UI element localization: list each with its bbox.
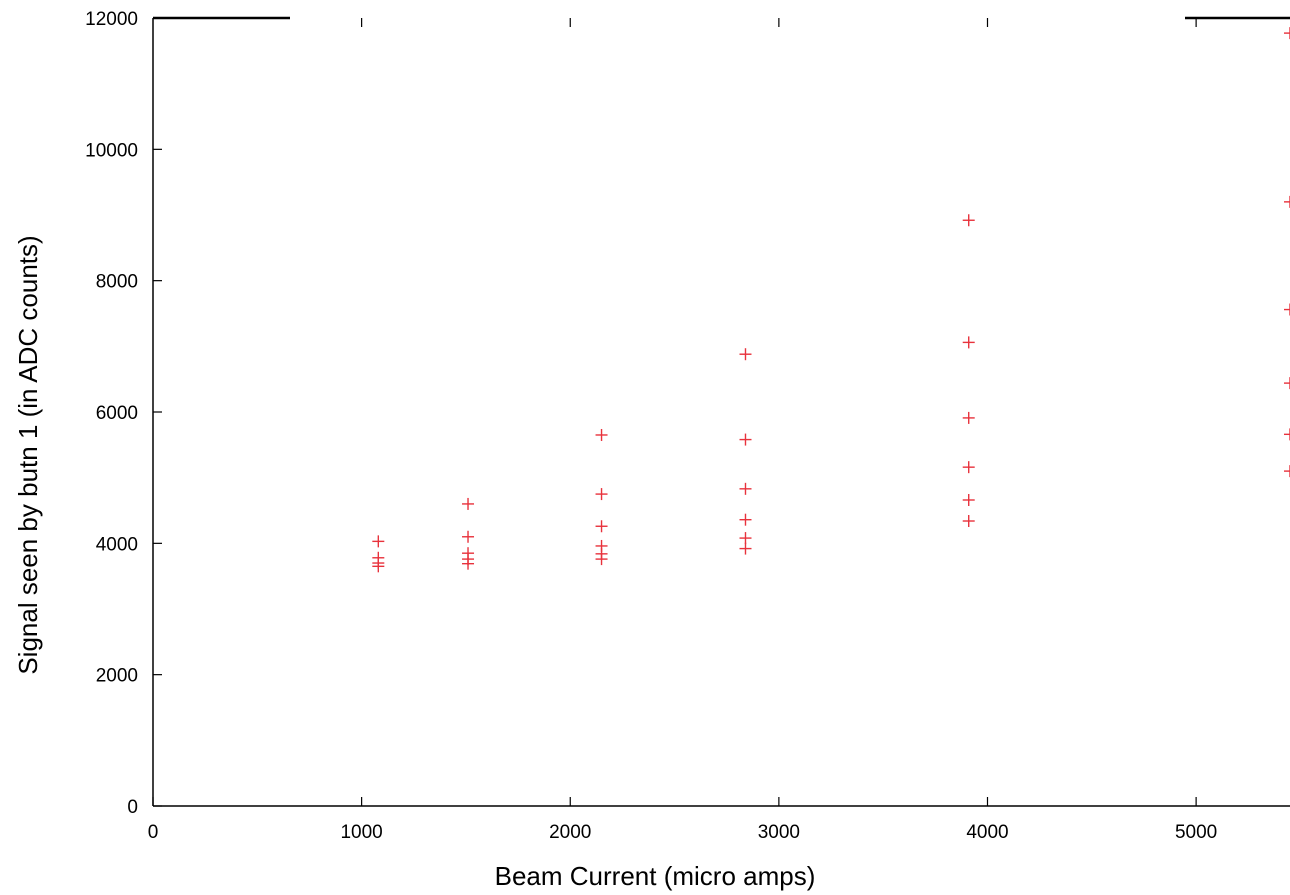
y-axis-label: Signal seen by butn 1 (in ADC counts) [13, 235, 43, 674]
y-tick-label: 10000 [85, 140, 138, 161]
data-point [595, 520, 608, 533]
data-point [462, 530, 475, 543]
data-point [962, 515, 975, 528]
data-point [1284, 303, 1290, 316]
data-points [372, 27, 1290, 573]
data-point [962, 411, 975, 424]
data-point [962, 493, 975, 506]
data-point [595, 488, 608, 501]
data-point [739, 532, 752, 545]
data-point [595, 428, 608, 441]
x-tick-label: 3000 [758, 822, 800, 843]
data-point [962, 336, 975, 349]
y-tick-label: 0 [127, 797, 138, 818]
data-point [739, 542, 752, 555]
data-point [962, 461, 975, 474]
x-tick-label: 2000 [549, 822, 591, 843]
data-point [739, 513, 752, 526]
y-tick-label: 6000 [96, 403, 138, 424]
data-point [1284, 428, 1290, 441]
x-tick-label: 1000 [340, 822, 382, 843]
data-point [739, 482, 752, 495]
data-point [1284, 195, 1290, 208]
x-tick-label: 5000 [1175, 822, 1217, 843]
data-point [595, 553, 608, 566]
data-point [739, 433, 752, 446]
data-point [1284, 465, 1290, 478]
plot-frame [152, 16, 1290, 807]
data-point [739, 348, 752, 361]
x-axis-label: Beam Current (micro amps) [495, 861, 816, 891]
data-point [1284, 27, 1290, 40]
y-tick-label: 4000 [96, 534, 138, 555]
y-axis-ticks: 0 2000 4000 6000 8000 10000 12000 [85, 9, 162, 818]
x-tick-label: 4000 [966, 822, 1008, 843]
y-tick-label: 8000 [96, 272, 138, 293]
y-tick-label: 2000 [96, 666, 138, 687]
data-point [372, 535, 385, 548]
data-point [962, 214, 975, 227]
data-point [462, 557, 475, 570]
x-tick-label: 0 [148, 822, 159, 843]
data-point [462, 497, 475, 510]
y-tick-label: 12000 [85, 9, 138, 30]
data-point [1284, 377, 1290, 390]
x-axis-ticks: 0 1000 2000 3000 4000 5000 [148, 18, 1217, 843]
data-point [372, 560, 385, 573]
